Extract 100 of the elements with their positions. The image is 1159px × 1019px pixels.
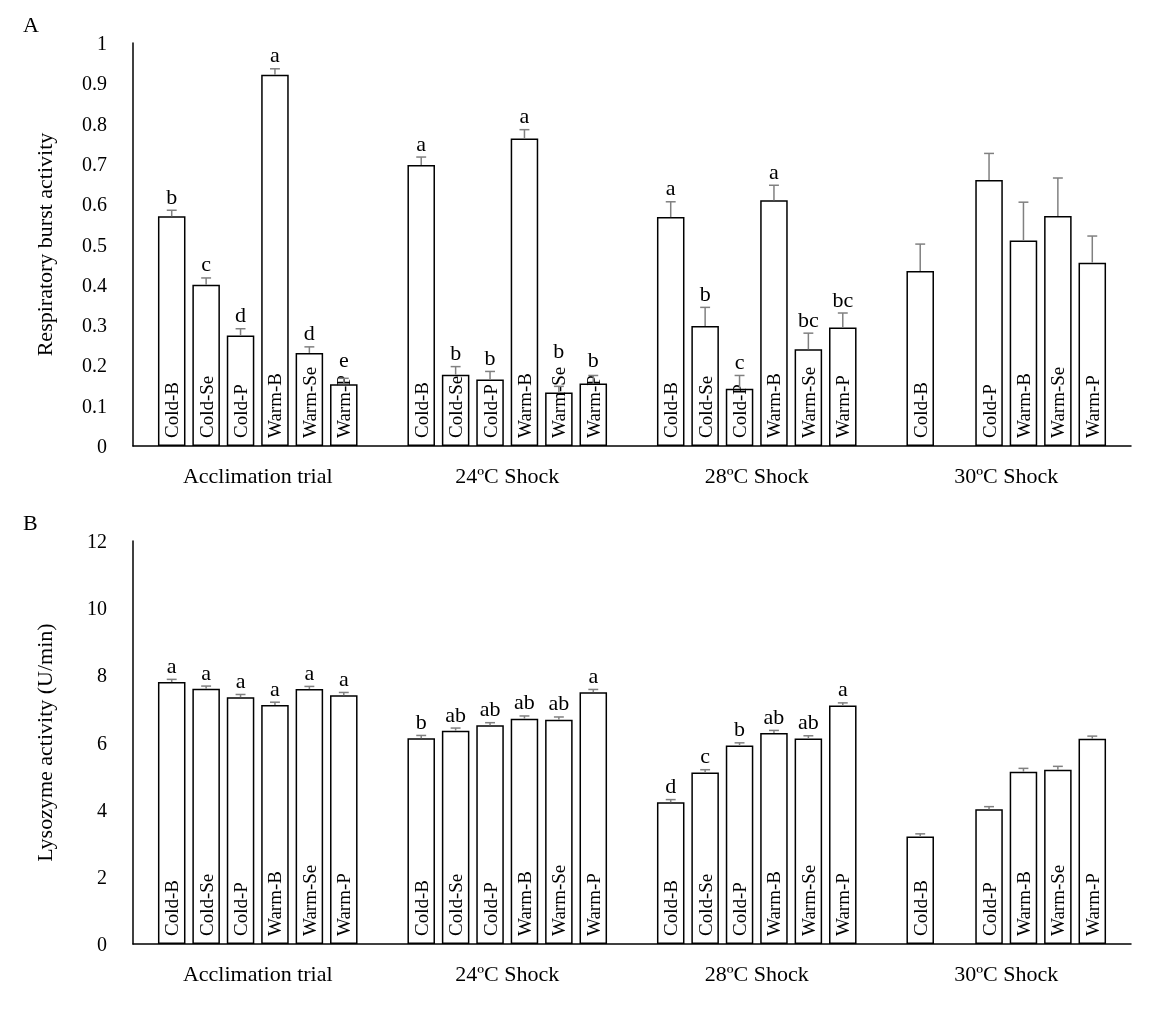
data-label: b <box>450 340 462 366</box>
y-tick-label: 0.7 <box>82 152 107 175</box>
data-label: a <box>166 652 177 678</box>
data-label: d <box>665 773 677 799</box>
y-tick-label: 8 <box>97 664 107 687</box>
chart-title: B <box>23 509 38 535</box>
y-tick-label: 10 <box>87 597 107 620</box>
y-tick-label: 0.1 <box>82 394 107 417</box>
text: Cold-B <box>410 382 432 438</box>
y-axis-title: Respiratory burst activity <box>31 132 57 357</box>
data-label: ab <box>797 709 819 735</box>
text: Warm-P <box>582 375 604 438</box>
y-tick-label: 6 <box>97 731 107 754</box>
y-tick-label: 4 <box>97 798 107 821</box>
series-label: Cold-Se <box>195 873 217 936</box>
series-label: Cold-B <box>161 880 183 936</box>
data-label: a <box>588 662 599 688</box>
data-label: e <box>338 346 349 372</box>
data-label: ab <box>479 696 501 722</box>
data-label: b <box>484 344 496 370</box>
series-label: Warm-B <box>513 373 535 438</box>
y-tick-label: 12 <box>87 530 107 552</box>
text: Cold-Se <box>694 375 716 438</box>
chart-title: A <box>23 11 39 37</box>
data-label: a <box>519 103 530 129</box>
text: Warm-P <box>1081 873 1103 936</box>
x-tick-label: Acclimation trial <box>182 960 333 986</box>
text: Warm-B <box>264 373 286 438</box>
data-label: a <box>769 158 780 184</box>
text: Cold-P <box>978 882 1000 936</box>
data-label: c <box>700 743 711 769</box>
series-label: Warm-B <box>513 871 535 936</box>
text: Warm-P <box>832 375 854 438</box>
series-label: Warm-P <box>333 873 355 936</box>
text: Warm-Se <box>797 366 819 438</box>
data-label: d <box>303 320 315 346</box>
series-label: Warm-P <box>333 375 355 438</box>
data-label: c <box>734 348 745 374</box>
data-label: bc <box>832 286 854 312</box>
y-tick-label: 0.9 <box>82 72 107 95</box>
text: Cold-P <box>479 882 501 936</box>
text: Warm-Se <box>548 366 570 438</box>
data-label: ab <box>445 701 467 727</box>
series-label: Cold-B <box>161 382 183 438</box>
data-label: b <box>734 716 746 742</box>
data-label: a <box>304 659 315 685</box>
text: Cold-B <box>410 880 432 936</box>
text: Warm-Se <box>1047 864 1069 936</box>
data-label: ab <box>763 703 785 729</box>
text: Cold-P <box>479 384 501 438</box>
y-tick-label: 0.2 <box>82 354 107 377</box>
text: Warm-Se <box>548 864 570 936</box>
text: Cold-Se <box>694 873 716 936</box>
x-tick-label: 24ºC Shock <box>455 960 560 986</box>
text: Warm-B <box>763 871 785 936</box>
text: Warm-Se <box>1047 366 1069 438</box>
text: Cold-B <box>660 382 682 438</box>
data-label: a <box>235 667 246 693</box>
data-label: d <box>235 302 247 328</box>
text: Warm-B <box>763 373 785 438</box>
text: Cold-Se <box>445 873 467 936</box>
y-tick-label: 0.6 <box>82 193 107 216</box>
data-label: a <box>201 659 212 685</box>
data-label: a <box>338 665 349 691</box>
data-label: ab <box>548 690 570 716</box>
data-label: a <box>416 130 427 156</box>
series-label: Cold-P <box>230 882 252 936</box>
y-tick-label: 0 <box>97 435 107 457</box>
text: Warm-P <box>1081 375 1103 438</box>
text: Warm-P <box>832 873 854 936</box>
data-label: b <box>166 183 178 209</box>
data-label: a <box>665 175 676 201</box>
data-label: a <box>270 675 281 701</box>
x-tick-label: 28ºC Shock <box>704 960 809 986</box>
data-label: b <box>553 338 565 364</box>
y-tick-label: 0.8 <box>82 112 107 135</box>
text: Warm-B <box>264 871 286 936</box>
text: Cold-P <box>729 882 751 936</box>
data-label: b <box>587 346 599 372</box>
x-tick-label: 24ºC Shock <box>455 462 560 488</box>
y-tick-label: 0.3 <box>82 314 107 337</box>
data-label: c <box>201 251 212 277</box>
data-label: a <box>270 42 281 68</box>
series-label: Cold-Se <box>445 375 467 438</box>
data-label: b <box>699 280 711 306</box>
x-tick-label: 28ºC Shock <box>704 462 809 488</box>
text: Warm-P <box>582 873 604 936</box>
y-tick-label: 0.5 <box>82 233 107 256</box>
data-label: ab <box>514 689 535 715</box>
y-axis-title: Lysozyme activity (U/min) <box>31 623 57 862</box>
y-tick-label: 0.4 <box>82 273 107 296</box>
data-label: b <box>415 708 427 734</box>
text: Warm-Se <box>797 864 819 936</box>
x-tick-label: Acclimation trial <box>182 462 333 488</box>
x-tick-label: 30ºC Shock <box>954 960 1059 986</box>
data-label: a <box>837 676 848 702</box>
text: Cold-B <box>660 880 682 936</box>
text: Cold-P <box>978 384 1000 438</box>
data-label: bc <box>797 306 819 332</box>
series-label: Warm-Se <box>298 366 320 438</box>
